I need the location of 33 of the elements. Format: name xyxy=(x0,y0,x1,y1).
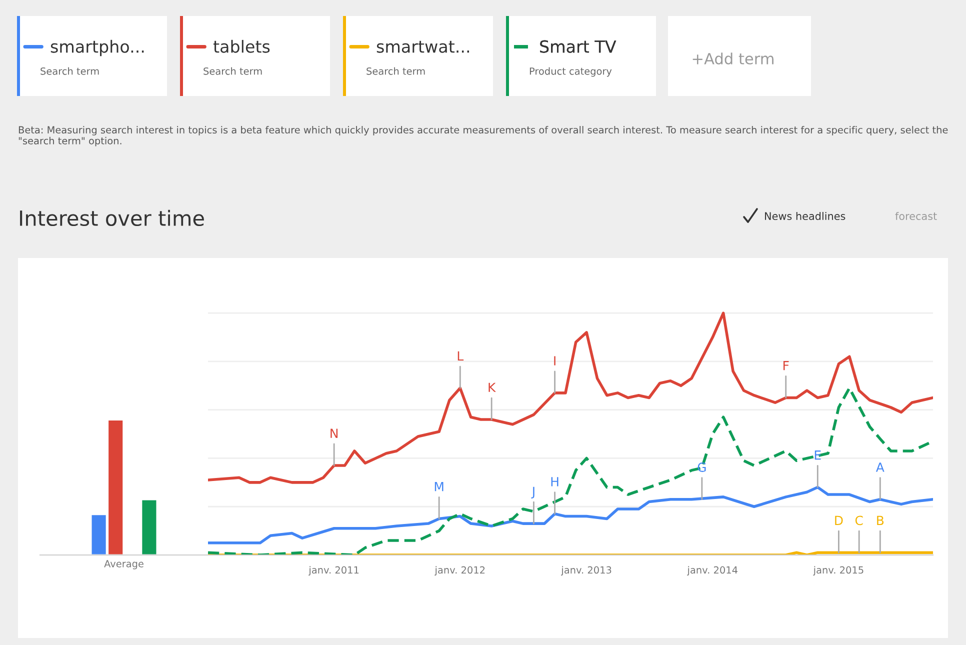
annotation: G xyxy=(698,462,706,472)
text: forecast xyxy=(895,212,937,220)
annotation: K xyxy=(488,382,496,392)
annotation: E xyxy=(814,450,821,460)
chart-title: Interest over time xyxy=(20,210,204,226)
text: Search term xyxy=(204,67,262,75)
x-tick-label: janv. 2013 xyxy=(561,566,612,576)
x-tick-label: janv. 2012 xyxy=(434,566,485,576)
annotation: B xyxy=(877,516,884,525)
annotation: I xyxy=(554,356,556,366)
annotation: N xyxy=(330,428,338,438)
annotation: J xyxy=(531,486,534,498)
x-tick-label: janv. 2015 xyxy=(813,566,864,576)
legend-label: tablets xyxy=(213,40,270,53)
annotation: L xyxy=(458,351,464,360)
x-tick-label: janv. 2014 xyxy=(687,566,738,576)
x-tick-label: janv. 2011 xyxy=(308,566,359,576)
x-tick-label: Average xyxy=(104,560,144,570)
annotation: H xyxy=(551,477,558,486)
annotation: M xyxy=(434,482,444,492)
text: +Add term xyxy=(692,52,774,64)
text: Search term xyxy=(40,67,99,75)
text: Product category xyxy=(530,67,612,77)
annotation: F xyxy=(783,361,789,370)
legend-label: smartpho... xyxy=(50,40,144,56)
legend-label: smartwat... xyxy=(376,40,469,53)
annotation: D xyxy=(835,516,843,525)
legend-label: Smart TV xyxy=(540,40,616,53)
text: Beta: Measuring search interest in topics is a beta feature which quickly provides accurate measurements of overall search interest. To measure search interest for a specific query, select the "search term" option. xyxy=(18,126,948,146)
text: News headlines xyxy=(765,212,846,220)
text: Search term xyxy=(366,67,425,75)
annotation: C xyxy=(855,516,863,526)
annotation: A xyxy=(876,462,884,472)
